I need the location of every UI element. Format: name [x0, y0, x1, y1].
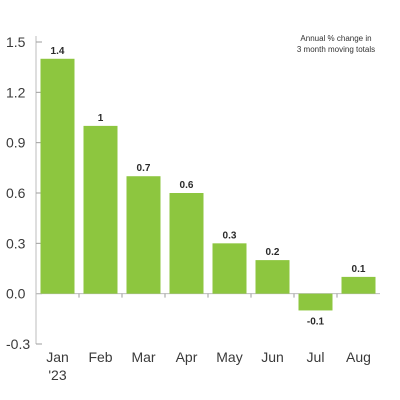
data-label: 0.2 — [266, 247, 280, 258]
bar-aug — [341, 276, 376, 294]
y-tick-label: 0.9 — [6, 135, 26, 151]
data-label: 0.7 — [137, 163, 151, 174]
x-tick-label: Jul — [307, 349, 325, 365]
data-label: 1 — [98, 113, 104, 124]
bar-jun — [255, 260, 290, 294]
bar-may — [212, 243, 247, 294]
bar-jan — [40, 58, 75, 294]
x-tick-label: Jun — [261, 349, 284, 365]
y-tick-label: 1.5 — [6, 34, 26, 50]
y-tick-label: 1.2 — [6, 84, 26, 100]
bar-feb — [83, 125, 118, 294]
x-tick-label: Mar — [131, 349, 155, 365]
data-label: -0.1 — [307, 316, 325, 327]
bar-apr — [169, 193, 204, 294]
x-tick-label: Feb — [88, 349, 112, 365]
y-tick-label: 0.3 — [6, 235, 26, 251]
x-tick-label: Aug — [346, 349, 371, 365]
data-label: 0.3 — [223, 230, 237, 241]
chart-annotation: 3 month moving totals — [297, 45, 375, 54]
y-tick-label: 0.6 — [6, 185, 26, 201]
data-label: 0.6 — [180, 180, 194, 191]
y-tick-label: 0.0 — [6, 286, 26, 302]
data-label: 1.4 — [51, 46, 65, 57]
chart-annotation: Annual % change in — [300, 34, 371, 43]
bar-jul — [298, 293, 333, 311]
x-tick-label: Apr — [176, 349, 198, 365]
x-tick-label: May — [216, 349, 242, 365]
y-tick-label: -0.3 — [6, 336, 30, 352]
bar-mar — [126, 176, 161, 294]
x-tick-label: Jan — [46, 349, 69, 365]
data-label: 0.1 — [352, 264, 366, 275]
x-tick-sublabel: '23 — [48, 367, 66, 383]
